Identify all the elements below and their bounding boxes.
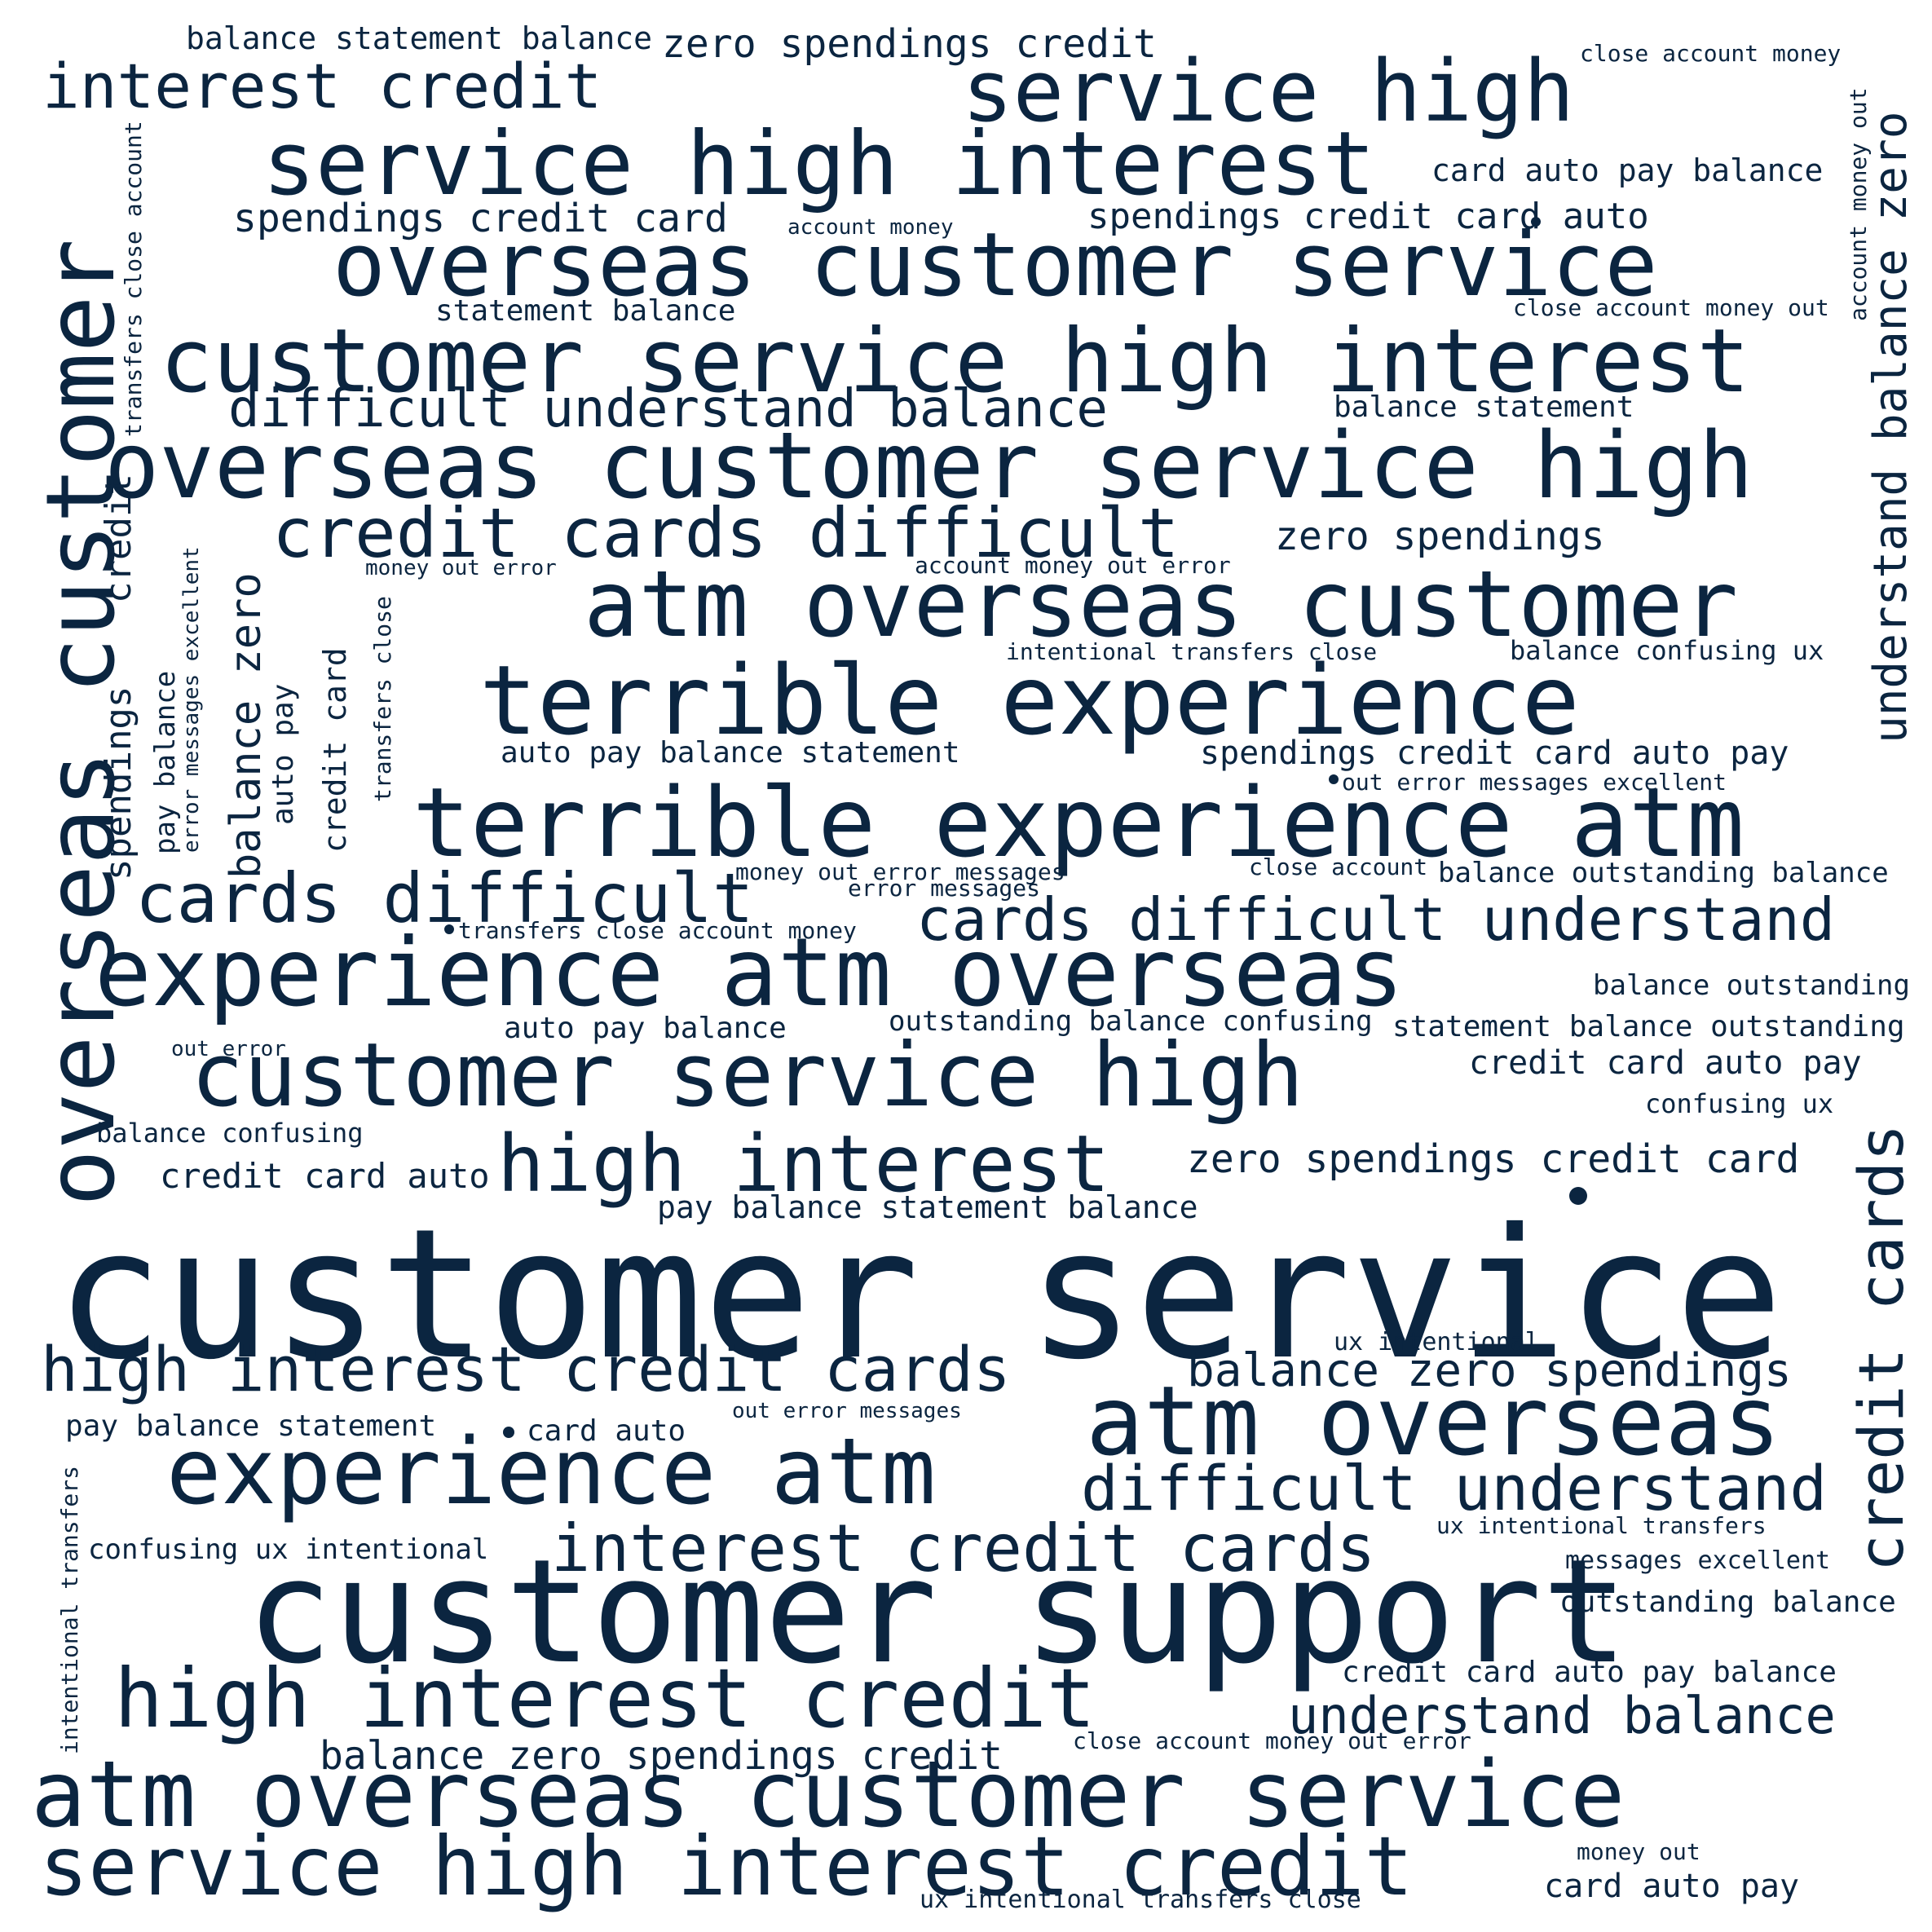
word-balance-outstanding: balance outstanding [1593,969,1910,1002]
word-pay-balance-statement: pay balance statement [65,1409,437,1443]
word-difficult-understand: difficult understand [1081,1452,1828,1524]
word-credit-card-auto-pay: credit card auto pay [1469,1044,1862,1082]
word-out-error-messages: out error messages [732,1399,962,1423]
dot-mark [1569,1187,1587,1205]
word-error-messages: error messages [848,875,1041,902]
word-zero-spendings-credit: zero spendings credit [662,21,1157,67]
word-balance-statement: balance statement [1334,390,1634,424]
word-spendings-credit-card: spendings credit card [233,196,728,241]
word-ux-intentional-transfers-close: ux intentional transfers close [920,1886,1361,1914]
dot-mark [1329,774,1339,784]
word-card-auto-pay-balance: card auto pay balance [1431,152,1824,188]
word-service-high-interest: service high interest [262,113,1376,215]
word-experience-atm: experience atm [166,1419,937,1525]
word-auto-pay-vertical: auto pay [267,683,300,825]
word-statement-balance-outstanding: statement balance outstanding [1392,1010,1905,1043]
word-transfers-close-account-money: transfers close account money [458,917,857,944]
word-understand-balance-zero-vertical: understand balance zero [1864,111,1917,743]
word-balance-outstanding-balance: balance outstanding balance [1438,857,1889,889]
word-atm-overseas: atm overseas [1086,1365,1781,1477]
word-credit-vertical: credit [98,474,139,603]
word-money-out-error: money out error [365,556,557,580]
word-customer-service: customer service [55,1190,1784,1399]
word-difficult-understand-balance: difficult understand balance [228,379,1108,439]
word-intentional-transfers-close: intentional transfers close [1006,638,1378,665]
word-credit-cards-vertical: credit cards [1845,1123,1917,1572]
word-close-account-money-out-error: close account money out error [1073,1727,1471,1754]
word-spendings-credit-card-auto: spendings credit card auto [1087,196,1649,237]
word-account-money-out-vertical: account money out [1845,87,1872,321]
word-messages-excellent: messages excellent [1565,1546,1831,1575]
word-balance-zero-vertical: balance zero [222,572,271,879]
word-credit-card-auto-pay-balance: credit card auto pay balance [1342,1656,1837,1689]
word-error-messages-excellent-vertical: error messages excellent [179,546,204,853]
word-card-auto: card auto [527,1414,686,1448]
word-ux-intentional: ux intentional [1334,1328,1540,1356]
word-intentional-transfers-vertical: intentional transfers [56,1465,83,1754]
word-customer-service-high: customer service high [191,1025,1304,1127]
word-credit-card-auto: credit card auto [160,1156,490,1196]
word-close-account: close account [1249,854,1428,880]
word-outstanding-balance: outstanding balance [1560,1586,1896,1619]
word-account-money: account money [787,215,954,240]
word-ux-intentional-transfers: ux intentional transfers [1436,1512,1767,1539]
word-confusing-ux: confusing ux [1645,1088,1834,1119]
word-interest-credit: interest credit [42,50,602,122]
word-experience-atm-overseas: experience atm overseas [95,918,1405,1028]
word-close-account-money-out: close account money out [1513,294,1829,321]
word-cards-difficult: cards difficult [135,858,754,938]
word-service-high: service high [962,42,1575,141]
dot-mark [503,1427,514,1438]
word-transfers-close-account-vertical: transfers close account [120,121,147,437]
word-auto-pay-balance: auto pay balance [504,1012,787,1045]
word-card-auto-pay: card auto pay [1544,1868,1800,1905]
word-balance-zero-spendings: balance zero spendings [1187,1344,1792,1397]
word-zero-spendings: zero spendings [1275,514,1605,559]
word-spendings-vertical: spendings [98,686,139,880]
word-account-money-out-error: account money out error [915,552,1231,579]
word-credit-cards-difficult: credit cards difficult [272,493,1180,573]
word-transfers-close-vertical: transfers close [369,596,396,802]
word-balance-statement-balance: balance statement balance [186,20,652,56]
word-interest-credit-cards: interest credit cards [551,1511,1376,1586]
dot-mark [444,924,454,934]
word-outstanding-balance-confusing: outstanding balance confusing [889,1005,1373,1038]
word-service-high-interest-credit: service high interest credit [39,1819,1414,1914]
word-cards-difficult-understand: cards difficult understand [916,885,1836,954]
word-auto-pay-balance-statement: auto pay balance statement [501,736,960,770]
word-pay-balance-statement-balance: pay balance statement balance [657,1189,1198,1225]
word-balance-confusing: balance confusing [96,1118,364,1149]
word-high-interest: high interest [497,1118,1110,1210]
word-credit-card-vertical: credit card [317,647,353,853]
word-pay-balance-vertical: pay balance [149,670,182,854]
word-high-interest-credit: high interest credit [114,1651,1096,1746]
word-overseas-customer-service: overseas customer service [333,214,1658,316]
word-terrible-experience-atm: terrible experience atm [412,766,1745,879]
word-overseas-customer-service-high: overseas customer service high [104,413,1753,519]
word-balance-confusing-ux: balance confusing ux [1510,635,1824,666]
word-customer-support: customer support [246,1528,1629,1696]
word-money-out-error-messages: money out error messages [735,858,1065,885]
word-atm-overseas-customer: atm overseas customer [584,552,1739,658]
word-money-out: money out [1577,1838,1700,1865]
word-confusing-ux-intentional: confusing ux intentional [88,1533,489,1566]
word-zero-spendings-credit-card: zero spendings credit card [1187,1136,1800,1182]
word-statement-balance: statement balance [435,294,736,328]
word-close-account-money: close account money [1580,40,1842,67]
word-out-error: out error [171,1037,286,1061]
dot-mark [1531,217,1541,227]
word-atm-overseas-customer-service: atm overseas customer service [31,1742,1625,1848]
word-terrible-experience: terrible experience [479,644,1580,756]
word-spendings-credit-card-auto-pay: spendings credit card auto pay [1200,734,1789,772]
word-balance-zero-spendings-credit: balance zero spendings credit [320,1733,1003,1779]
word-high-interest-credit-cards: high interest credit cards [41,1333,1011,1405]
word-out-error-messages-excellent: out error messages excellent [1342,769,1727,796]
word-understand-balance: understand balance [1288,1686,1836,1745]
word-customer-service-high-interest: customer service high interest [160,311,1750,412]
